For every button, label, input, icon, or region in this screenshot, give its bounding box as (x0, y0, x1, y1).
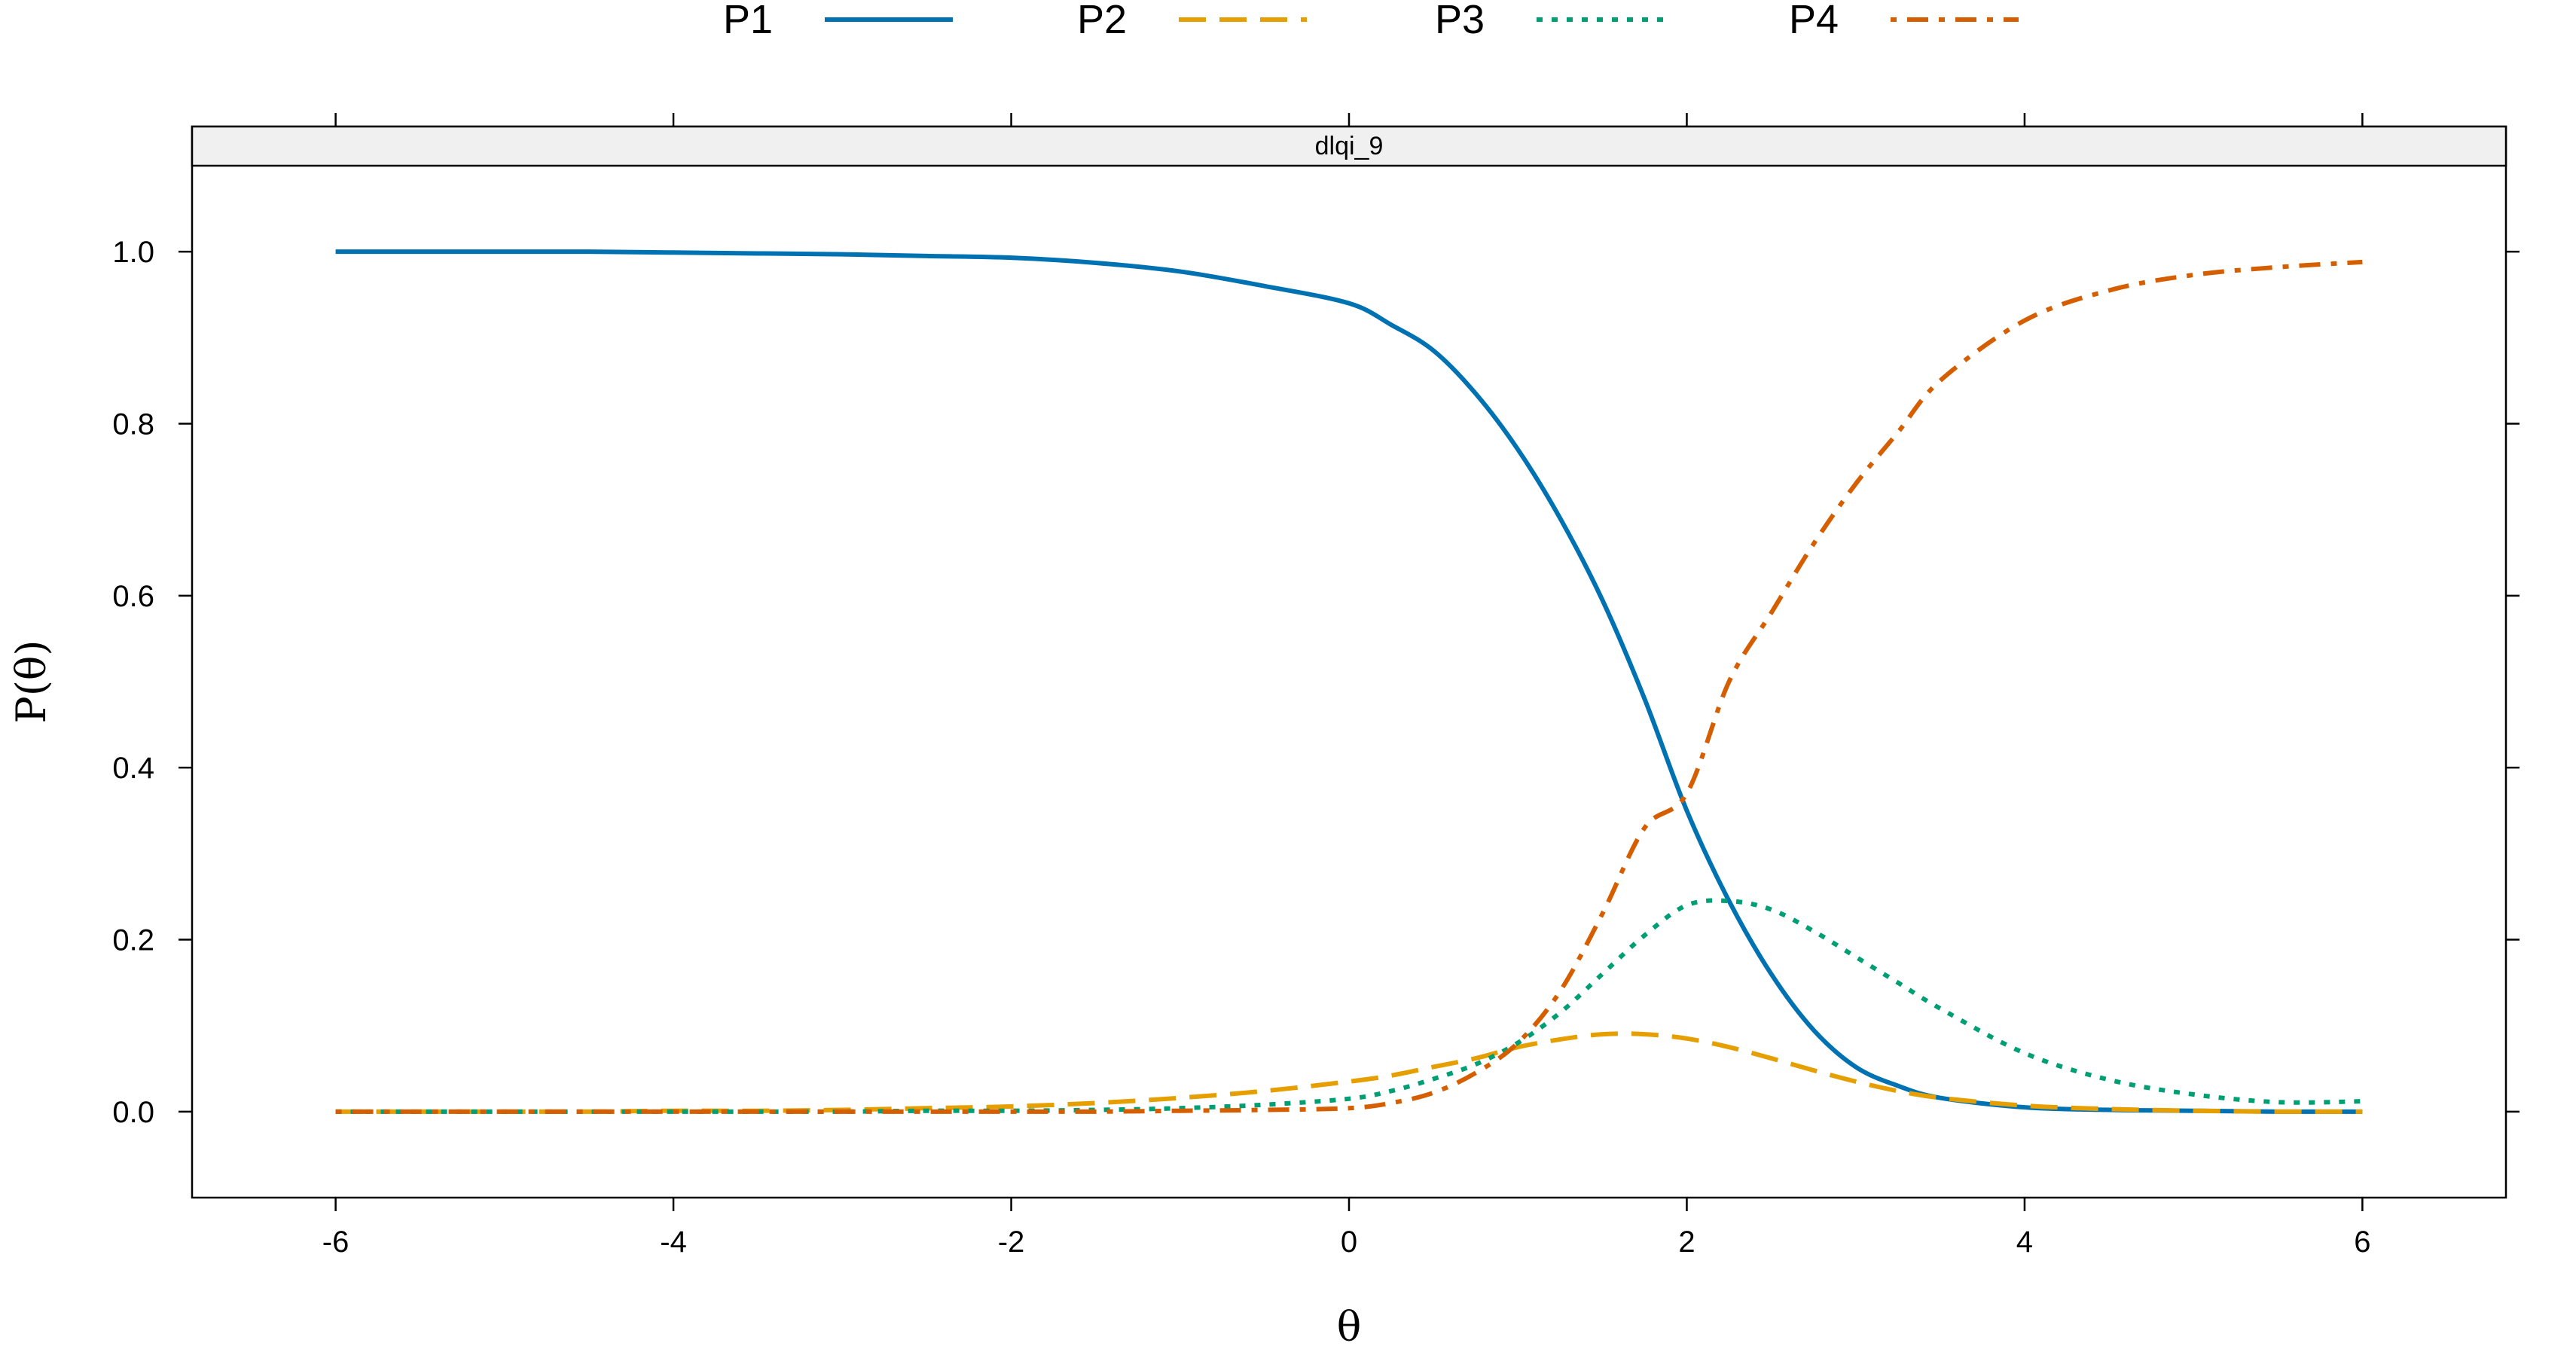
legend: P1 P2 P3 P4 (723, 0, 2019, 42)
legend-label-p2: P2 (1077, 0, 1127, 42)
series-line-p4 (335, 259, 2363, 1114)
legend-label-p1: P1 (723, 0, 773, 42)
panel-title: dlqi_9 (1315, 132, 1384, 160)
y-tick-label: 1.0 (112, 236, 154, 269)
x-tick-label: 2 (1678, 1225, 1695, 1259)
x-tick-label: -2 (998, 1225, 1025, 1259)
y-tick-label: 0.4 (112, 752, 154, 785)
x-tick-label: -4 (660, 1225, 687, 1259)
x-axis-title: θ (1337, 1303, 1362, 1346)
y-tick-label: 0.8 (112, 408, 154, 441)
y-tick-label: 0.6 (112, 580, 154, 613)
y-tick-label: 0.2 (112, 924, 154, 957)
legend-label-p3: P3 (1435, 0, 1485, 42)
y-tick-label: 0.0 (112, 1096, 154, 1129)
axis-ticks: -6 -4 -2 0 2 4 6 0.0 0.2 0.4 0.6 0.8 1.0 (112, 113, 2520, 1259)
panel-strip (191, 125, 2507, 167)
x-tick-label: 0 (1341, 1225, 1357, 1259)
series-line-p3 (335, 898, 2363, 1114)
x-tick-label: 4 (2016, 1225, 2033, 1259)
series-line-p1 (335, 249, 2363, 1114)
x-tick-label: -6 (322, 1225, 349, 1259)
y-axis-title: P(θ) (8, 640, 55, 724)
x-tick-label: 6 (2354, 1225, 2370, 1259)
plot-area (335, 249, 2363, 1114)
legend-label-p4: P4 (1789, 0, 1839, 42)
panel-frame (191, 125, 2507, 1199)
